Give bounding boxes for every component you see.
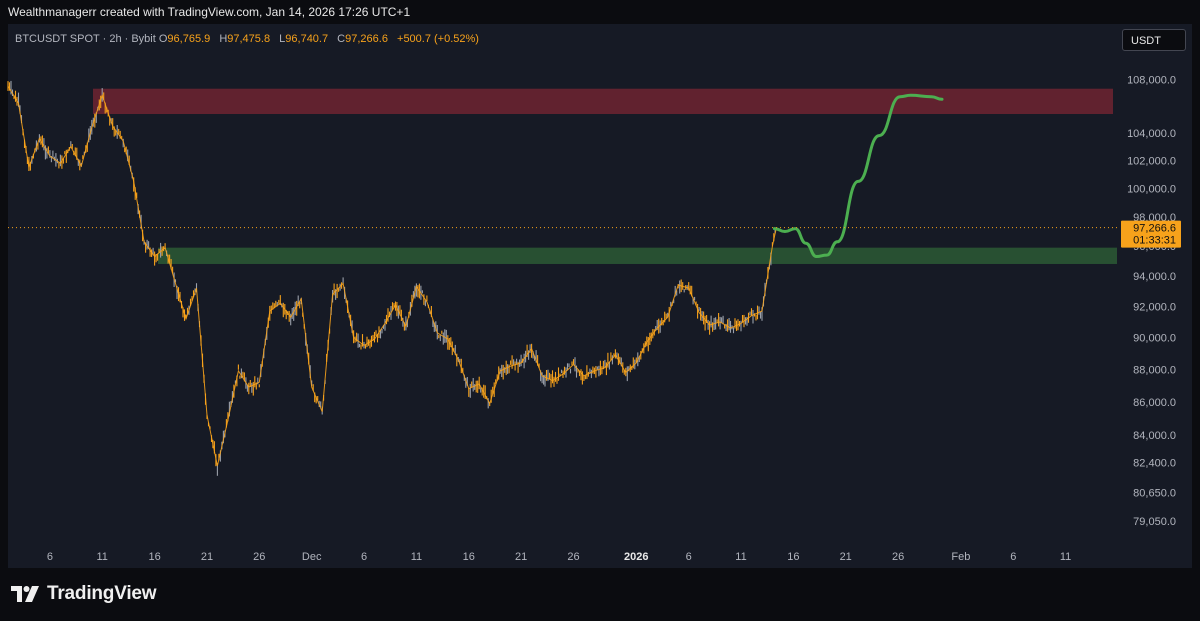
x-tick-label: 11 (735, 551, 746, 563)
x-tick-label: 21 (201, 551, 213, 563)
y-tick-label: 82,400.0 (1133, 457, 1176, 469)
y-tick-label: 79,050.0 (1133, 516, 1176, 528)
close-value: 97,266.6 (345, 33, 388, 45)
y-tick-label: 90,000.0 (1133, 333, 1176, 345)
x-tick-label: Dec (302, 551, 322, 563)
y-tick-label: 94,000.0 (1133, 271, 1176, 283)
price-badge (1121, 220, 1181, 248)
y-tick-label: 88,000.0 (1133, 364, 1176, 376)
top-bar: Wealthmanagerr created with TradingView.… (0, 0, 1200, 24)
y-tick-label: 80,650.0 (1133, 488, 1176, 500)
high-value: 97,475.8 (227, 33, 271, 45)
y-tick-label: 100,000.0 (1127, 183, 1176, 195)
y-tick-label: 102,000.0 (1127, 155, 1176, 167)
brand-name: TradingView (47, 583, 157, 604)
close-label: C (337, 33, 346, 45)
resistance-zone (93, 88, 1113, 115)
y-tick-label: 84,000.0 (1133, 430, 1176, 442)
open-value: 96,765.9 (167, 33, 211, 45)
x-tick-label: 21 (515, 551, 527, 563)
price-badge-countdown: 01:33:31 (1133, 235, 1176, 247)
footer (0, 568, 1200, 621)
symbol-legend[interactable]: BTCUSDT SPOT · 2h · Bybit O96,765.9 H97,… (15, 33, 479, 45)
x-tick-label: 16 (787, 551, 799, 563)
x-tick-label: 16 (148, 551, 160, 563)
y-tick-label: 92,000.0 (1133, 301, 1176, 313)
chart-panel[interactable] (8, 24, 1192, 568)
projection-curve (772, 93, 944, 259)
candles-layer (7, 80, 777, 476)
x-tick-label: 26 (567, 551, 579, 563)
chart-credit: Wealthmanagerr created with TradingView.… (8, 5, 411, 19)
price-badge-value: 97,266.6 (1133, 223, 1176, 235)
y-tick-label: 108,000.0 (1127, 75, 1176, 87)
high-label: H (219, 33, 228, 45)
x-tick-label: 26 (892, 551, 904, 563)
x-tick-label: 2026 (624, 551, 648, 563)
tradingview-logo-icon (11, 586, 39, 602)
open-label: O (158, 33, 168, 45)
low-label: L (279, 33, 286, 45)
support-zone (158, 247, 1117, 264)
y-tick-label: 104,000.0 (1127, 128, 1176, 140)
axis-layer: 108,000.0104,000.0102,000.0100,000.098,0… (47, 75, 1181, 563)
symbol-name[interactable]: BTCUSDT SPOT · 2h · Bybit (15, 33, 156, 45)
price-line (7, 85, 777, 466)
low-value: 96,740.7 (285, 33, 329, 45)
change-value: +500.7 (+0.52%) (397, 33, 479, 45)
x-tick-label: 11 (1060, 551, 1071, 563)
x-tick-label: 16 (463, 551, 475, 563)
x-tick-label: 11 (96, 551, 107, 563)
y-tick-label: 86,000.0 (1133, 397, 1176, 409)
x-tick-label: 11 (411, 551, 422, 563)
x-tick-label: 26 (253, 551, 265, 563)
x-tick-label: 6 (686, 551, 692, 563)
overlay-layer (8, 93, 1118, 259)
x-tick-label: Feb (951, 551, 970, 563)
x-tick-label: 6 (1010, 551, 1016, 563)
x-tick-label: 21 (840, 551, 852, 563)
x-tick-label: 6 (361, 551, 367, 563)
zones-layer (93, 88, 1117, 264)
x-tick-label: 6 (47, 551, 53, 563)
currency-button[interactable]: USDT (1122, 29, 1186, 51)
tradingview-brand[interactable]: TradingView (11, 583, 157, 605)
